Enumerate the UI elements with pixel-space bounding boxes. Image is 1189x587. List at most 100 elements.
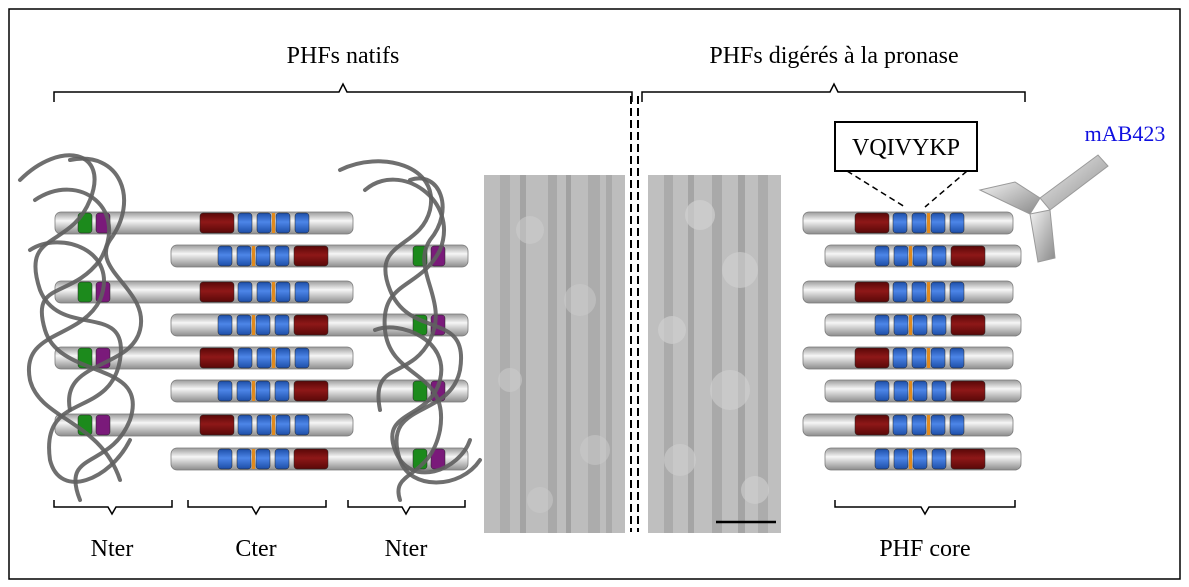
core-repeat-repeat xyxy=(930,212,946,234)
native-brace xyxy=(53,82,633,102)
core-repeat-repeat xyxy=(912,245,928,267)
core-repeat-repeat xyxy=(892,414,908,436)
core-repeat-repeat xyxy=(912,314,928,336)
core-bar xyxy=(802,280,1014,304)
core-repeat-repeat xyxy=(892,347,908,369)
antibody-icon xyxy=(978,154,1109,263)
disordered-coil xyxy=(18,153,132,484)
core-repeat-linker xyxy=(909,315,912,335)
native-title: PHFs natifs xyxy=(287,43,400,69)
repeat-domain-repeat xyxy=(294,281,310,303)
core-repeat-repeat xyxy=(931,245,947,267)
repeat-domain-linker xyxy=(272,348,275,368)
em-micrograph-native xyxy=(484,175,625,533)
core-repeat-repeat xyxy=(874,245,890,267)
disordered-coil xyxy=(363,177,446,502)
core-repeat-linker xyxy=(909,246,912,266)
repeat-domain-repeat xyxy=(237,281,253,303)
repeat-domain-repeat xyxy=(275,414,291,436)
core-bar xyxy=(802,413,1014,437)
core-repeat-repeat xyxy=(893,380,909,402)
repeat-domain-repeat xyxy=(256,212,272,234)
digested-brace xyxy=(641,82,1026,102)
n-term-green xyxy=(77,281,93,303)
disordered-coil xyxy=(373,325,472,475)
tau-molecules xyxy=(18,153,1022,502)
cter-label: Cter xyxy=(235,536,276,562)
n-term-green xyxy=(412,380,428,402)
core-repeat-repeat xyxy=(912,448,928,470)
antibody-label: mAB423 xyxy=(1085,121,1166,146)
core-repeat-red xyxy=(854,212,890,234)
repeat-domain-repeat xyxy=(255,314,271,336)
repeat-domain-linker xyxy=(272,213,275,233)
repeat-domain-repeat xyxy=(294,414,310,436)
repeat-domain-repeat xyxy=(217,448,233,470)
repeat-domain-repeat xyxy=(217,314,233,336)
core-bar xyxy=(802,346,1014,370)
repeat-domain-linker xyxy=(272,415,275,435)
core-repeat-red xyxy=(854,281,890,303)
repeat-domain-repeat xyxy=(255,380,271,402)
repeat-domain-repeat xyxy=(294,212,310,234)
repeat-domain-linker xyxy=(252,315,255,335)
core-repeat-repeat xyxy=(930,281,946,303)
core-repeat-repeat xyxy=(930,347,946,369)
core-repeat-repeat xyxy=(911,414,927,436)
nter-left-label: Nter xyxy=(91,536,134,562)
core-bar xyxy=(802,211,1014,235)
repeat-domain-linker xyxy=(252,381,255,401)
nter-right-brace xyxy=(347,500,466,516)
core-repeat-linker xyxy=(927,348,930,368)
disordered-coil xyxy=(376,176,445,412)
disordered-coil xyxy=(33,187,135,502)
repeat-domain-repeat xyxy=(255,448,271,470)
core-repeat-repeat xyxy=(949,281,965,303)
core-repeat-repeat xyxy=(949,347,965,369)
core-repeat-repeat xyxy=(949,212,965,234)
repeat-domain-repeat xyxy=(275,212,291,234)
core-repeat-repeat xyxy=(930,414,946,436)
repeat-domain-repeat xyxy=(237,212,253,234)
repeat-domain-repeat xyxy=(274,314,290,336)
repeat-domain-repeat xyxy=(255,245,271,267)
repeat-domain-repeat xyxy=(217,380,233,402)
core-repeat-repeat xyxy=(949,414,965,436)
core-repeat-linker xyxy=(927,213,930,233)
repeat-domain-linker xyxy=(272,282,275,302)
core-brace xyxy=(834,500,1016,516)
core-label: PHF core xyxy=(879,536,970,562)
core-repeat-repeat xyxy=(893,245,909,267)
repeat-domain-repeat xyxy=(256,414,272,436)
core-repeat-repeat xyxy=(893,448,909,470)
nter-right-label: Nter xyxy=(385,536,428,562)
core-repeat-repeat xyxy=(931,448,947,470)
repeat-domain-repeat xyxy=(256,281,272,303)
core-repeat-linker xyxy=(909,381,912,401)
repeat-domain-red xyxy=(293,380,329,402)
repeat-domain-repeat xyxy=(275,281,291,303)
repeat-domain-repeat xyxy=(217,245,233,267)
core-repeat-repeat xyxy=(892,281,908,303)
repeat-domain-repeat xyxy=(236,245,252,267)
repeat-domain-repeat xyxy=(237,414,253,436)
core-repeat-repeat xyxy=(874,380,890,402)
repeat-domain-repeat xyxy=(274,448,290,470)
repeat-domain-repeat xyxy=(274,380,290,402)
core-repeat-repeat xyxy=(892,212,908,234)
repeat-domain-linker xyxy=(252,449,255,469)
digested-title: PHFs digérés à la pronase xyxy=(709,43,958,69)
callout-line-left xyxy=(846,170,906,208)
core-repeat-red xyxy=(950,314,986,336)
core-repeat-repeat xyxy=(931,314,947,336)
repeat-domain-red xyxy=(293,448,329,470)
core-repeat-red xyxy=(950,448,986,470)
peptide-label: VQIVYKP xyxy=(852,135,960,161)
core-repeat-repeat xyxy=(874,448,890,470)
repeat-domain-repeat xyxy=(237,347,253,369)
core-repeat-repeat xyxy=(911,347,927,369)
peptide-box xyxy=(834,121,978,172)
repeat-domain-red xyxy=(199,347,235,369)
disordered-coil xyxy=(67,156,144,412)
